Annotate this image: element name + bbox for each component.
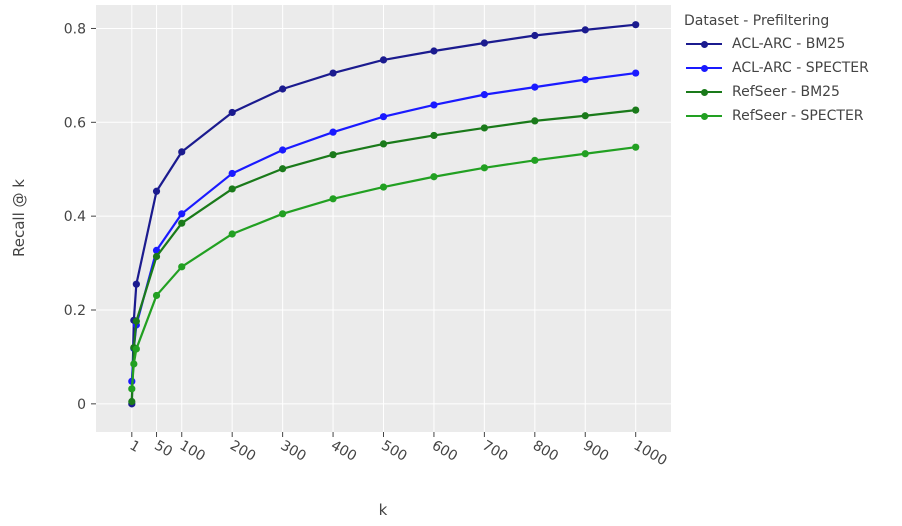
data-point [379, 56, 388, 64]
legend-item[interactable]: RefSeer - SPECTER [684, 104, 896, 128]
x-tick-label: 200 [227, 438, 258, 465]
data-point [132, 345, 140, 353]
x-axis-title: k [379, 501, 388, 519]
y-tick-label: 0.8 [64, 21, 86, 37]
data-point [480, 164, 488, 172]
data-point [279, 165, 287, 173]
x-tick-label: 800 [530, 438, 561, 465]
data-point [128, 397, 136, 406]
series-line [130, 23, 636, 404]
y-axis-title: Recall @ k [10, 179, 28, 257]
legend-label: RefSeer - BM25 [732, 84, 840, 100]
x-tick-label: 100 [177, 438, 208, 465]
data-point [152, 252, 161, 261]
data-point [329, 151, 337, 159]
legend-swatch-marker [701, 89, 708, 96]
data-point [581, 76, 589, 84]
data-point [228, 169, 236, 178]
x-tick-label: 1 [127, 438, 143, 456]
data-point [178, 210, 186, 218]
x-tick-label: 900 [580, 438, 611, 465]
x-tick-label: 1000 [631, 438, 670, 470]
legend-title: Dataset - Prefiltering [684, 13, 830, 29]
data-point [279, 146, 287, 154]
legend-label: RefSeer - SPECTER [732, 108, 864, 124]
data-point [632, 69, 640, 77]
legend-label: ACL-ARC - SPECTER [732, 60, 869, 76]
data-point [480, 91, 488, 99]
data-point [480, 124, 488, 132]
data-point [279, 210, 287, 218]
legend-item[interactable]: ACL-ARC - BM25 [684, 32, 896, 56]
data-point [132, 317, 140, 325]
data-point [130, 360, 138, 368]
data-point [379, 140, 388, 148]
data-point [581, 150, 589, 158]
legend-swatch-marker [701, 113, 708, 120]
data-point [632, 106, 640, 114]
x-tick-label: 500 [379, 438, 410, 465]
y-tick-label: 0.4 [64, 209, 86, 225]
legend-swatch-marker [701, 41, 708, 48]
x-tick-label: 50 [152, 438, 175, 461]
data-point [329, 128, 337, 136]
legend-items: ACL-ARC - BM25 ACL-ARC - SPECTER RefSeer -… [684, 32, 896, 128]
data-point [581, 26, 589, 34]
data-point [178, 263, 186, 271]
data-point [430, 101, 438, 109]
data-point [329, 195, 337, 203]
data-point [132, 280, 140, 288]
data-point [531, 83, 539, 91]
data-point [228, 185, 236, 193]
data-point [152, 187, 161, 195]
data-point [430, 131, 438, 140]
legend: Dataset - Prefiltering ACL-ARC - BM25 ACL… [684, 10, 896, 128]
data-point [531, 31, 539, 40]
data-point [581, 112, 589, 120]
x-tick-label: 400 [328, 438, 359, 465]
legend-swatch [684, 62, 724, 74]
y-tick-label: 0 [77, 397, 86, 413]
data-point [379, 183, 388, 191]
data-point [152, 246, 161, 255]
x-tick-label: 300 [278, 438, 309, 465]
data-point [531, 117, 539, 125]
x-tick-label: 600 [429, 438, 460, 465]
data-point [632, 143, 640, 151]
legend-swatch [684, 86, 724, 98]
x-tick-label: 700 [479, 438, 510, 465]
data-point [329, 69, 337, 77]
data-point [480, 39, 488, 47]
data-point [632, 21, 640, 29]
data-point [279, 85, 287, 93]
series-line [130, 146, 636, 389]
data-point [152, 291, 161, 300]
legend-item[interactable]: ACL-ARC - SPECTER [684, 56, 896, 80]
legend-label: ACL-ARC - BM25 [732, 36, 846, 52]
legend-swatch-marker [701, 65, 708, 72]
legend-swatch [684, 110, 724, 122]
y-tick-label: 0.6 [64, 115, 86, 131]
y-tick-label: 0.2 [64, 303, 86, 319]
data-point [430, 173, 438, 181]
series [128, 106, 640, 406]
legend-swatch [684, 38, 724, 50]
data-point [178, 219, 186, 227]
data-point [128, 385, 136, 393]
legend-item[interactable]: RefSeer - BM25 [684, 80, 896, 104]
series [128, 143, 640, 393]
series-group [128, 21, 640, 408]
data-point [228, 230, 236, 238]
data-point [531, 156, 539, 164]
series-line [130, 109, 636, 402]
data-point [379, 113, 388, 121]
data-point [228, 108, 236, 117]
data-point [430, 47, 438, 55]
data-point [178, 148, 186, 156]
